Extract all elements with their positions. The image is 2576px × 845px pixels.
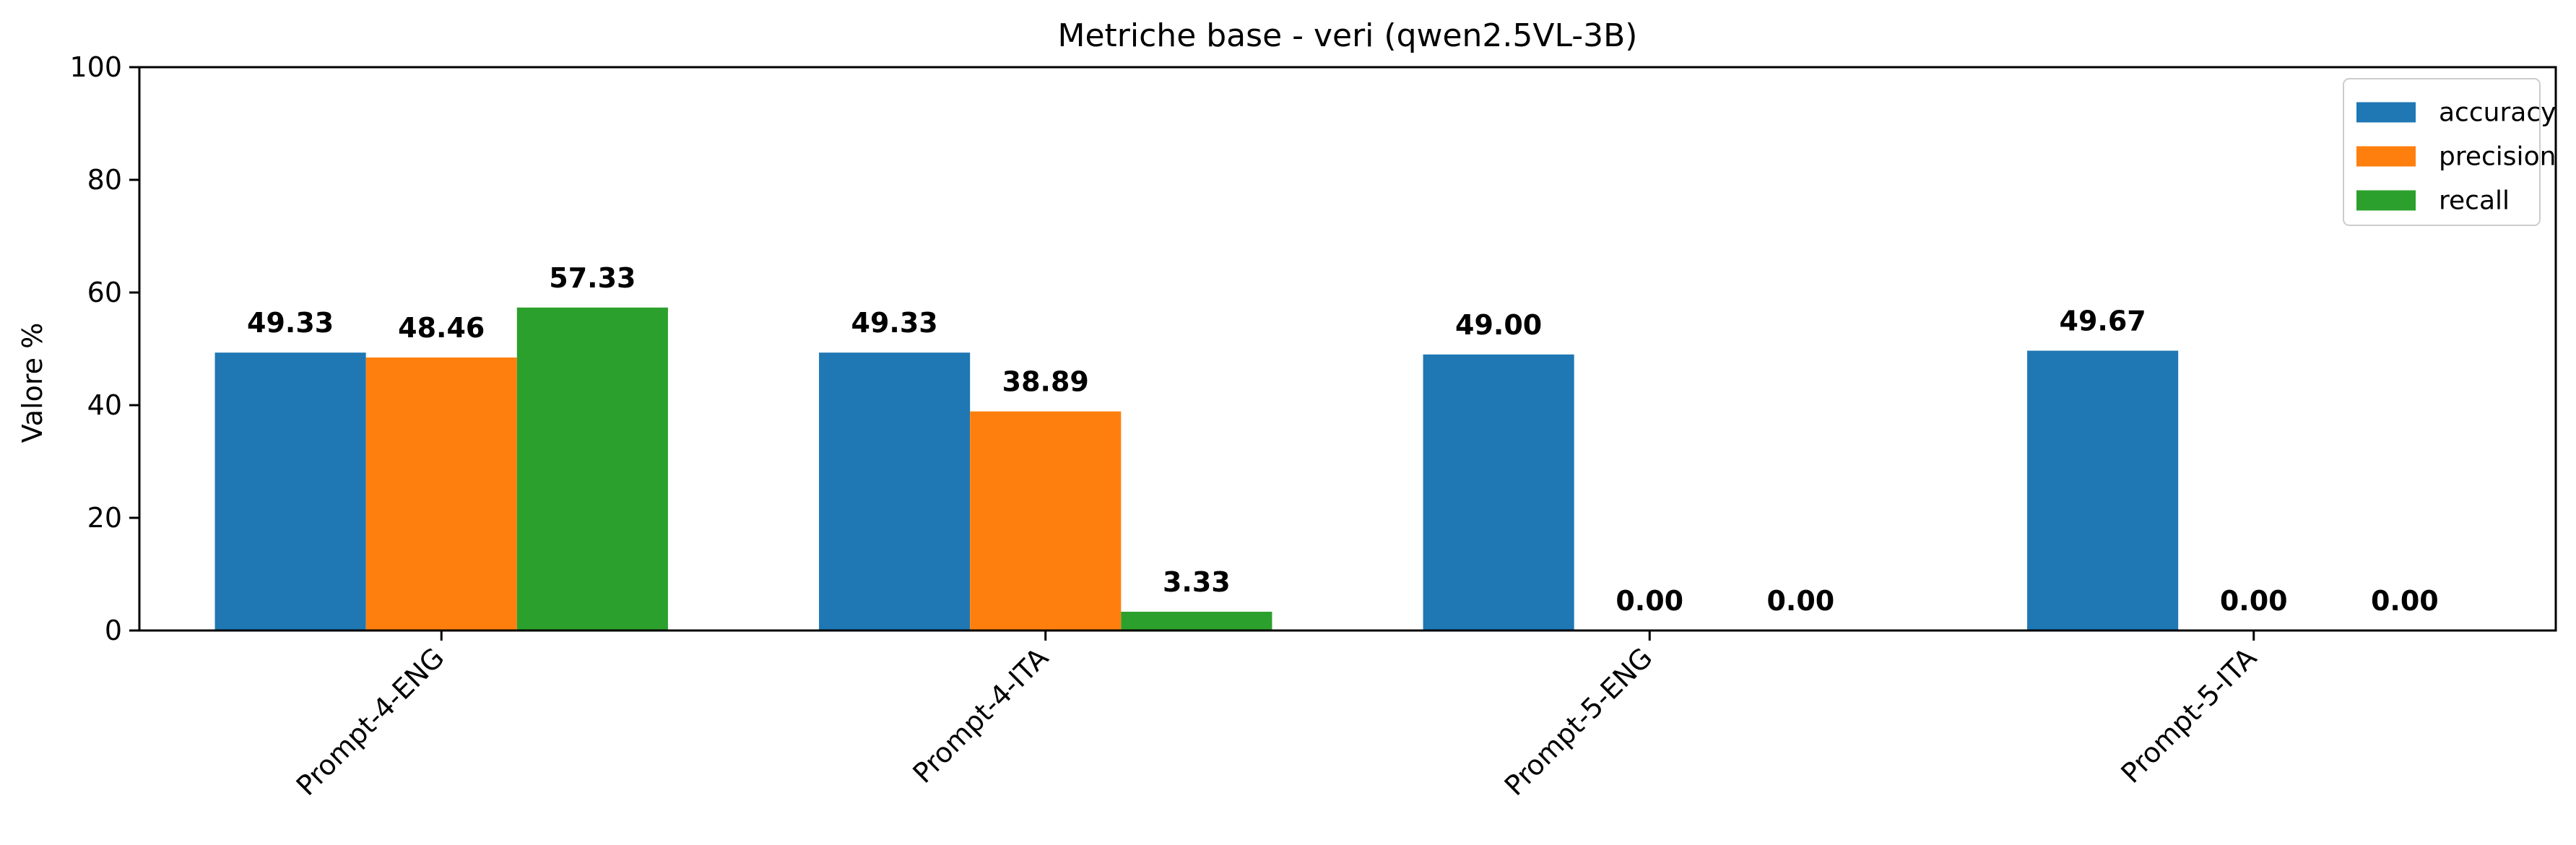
bar-label-accuracy-3: 49.67 [2060, 306, 2146, 337]
bar-label-precision-1: 38.89 [1002, 366, 1089, 398]
bar-accuracy-0 [214, 352, 366, 630]
bar-label-precision-3: 0.00 [2220, 585, 2288, 617]
bar-recall-1 [1121, 612, 1272, 630]
y-axis: 0 20 40 60 80 100 [69, 51, 139, 646]
chart-title: Metriche base - veri (qwen2.5VL-3B) [1058, 17, 1638, 54]
y-tick-label-2: 40 [87, 389, 122, 421]
x-tick-label-3: Prompt-5-ITA [2115, 641, 2263, 789]
x-tick-label-0: Prompt-4-ENG [290, 641, 451, 802]
bar-label-recall-3: 0.00 [2371, 585, 2439, 617]
bar-precision-1 [970, 411, 1122, 630]
bar-label-recall-1: 3.33 [1163, 566, 1231, 598]
legend: accuracy precision recall [2343, 78, 2556, 226]
bar-accuracy-1 [819, 352, 971, 630]
bar-label-recall-2: 0.00 [1766, 585, 1834, 617]
bar-accuracy-3 [2027, 350, 2179, 630]
y-tick-label-3: 60 [87, 277, 122, 308]
bar-recall-0 [516, 307, 668, 630]
bar-accuracy-2 [1423, 354, 1574, 630]
bars-group [214, 307, 2179, 630]
legend-label-recall: recall [2439, 186, 2510, 216]
legend-swatch-precision [2356, 146, 2416, 167]
x-axis: Prompt-4-ENG Prompt-4-ITA Prompt-5-ENG Prom… [290, 630, 2263, 802]
bar-precision-0 [365, 358, 517, 630]
y-axis-label: Valore % [17, 323, 48, 443]
bar-label-precision-0: 48.46 [398, 312, 485, 344]
bar-labels-group: 49.33 49.33 49.00 49.67 48.46 38.89 0.00 0.00 57… [247, 262, 2439, 617]
x-tick-label-1: Prompt-4-ITA [906, 641, 1054, 789]
bar-label-precision-2: 0.00 [1616, 585, 1683, 617]
y-tick-label-5: 100 [69, 51, 122, 83]
legend-swatch-accuracy [2356, 102, 2416, 123]
y-tick-label-1: 20 [87, 502, 122, 534]
y-tick-label-4: 80 [87, 164, 122, 196]
bar-label-accuracy-0: 49.33 [247, 307, 334, 339]
legend-label-precision: precision [2439, 142, 2556, 172]
bar-label-accuracy-1: 49.33 [851, 307, 938, 339]
bar-label-accuracy-2: 49.00 [1455, 309, 1542, 341]
legend-label-accuracy: accuracy [2439, 98, 2556, 128]
y-tick-label-0: 0 [105, 615, 122, 646]
x-tick-label-2: Prompt-5-ENG [1499, 641, 1659, 802]
plot-frame [138, 66, 2557, 632]
legend-swatch-recall [2356, 190, 2416, 211]
bar-label-recall-0: 57.33 [549, 262, 636, 294]
